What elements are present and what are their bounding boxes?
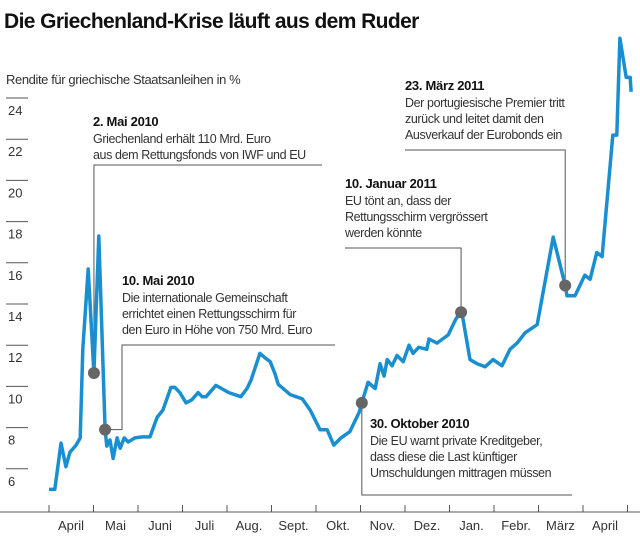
x-tick-label: Sept. xyxy=(278,518,308,533)
x-tick-label: Nov. xyxy=(370,518,396,533)
x-tick-label: März xyxy=(546,518,575,533)
annotation-leader-line xyxy=(105,344,335,431)
annotation-date: 10. Mai 2010 xyxy=(122,273,194,288)
y-tick-label: 16 xyxy=(8,268,22,283)
x-tick-label: Juni xyxy=(148,518,172,533)
series-line-rendite xyxy=(49,36,633,492)
chart-title: Die Griechenland-Krise läuft aus dem Rud… xyxy=(4,10,419,33)
x-tick-label: Jan. xyxy=(459,518,484,533)
y-tick-label: 18 xyxy=(8,227,22,242)
annotation-text: errichtet einen Rettungsschirm für xyxy=(122,307,296,321)
annotation-text: Die EU warnt private Kreditgeber, xyxy=(370,434,542,448)
x-tick-label: Febr. xyxy=(501,518,531,533)
x-tick-label: Mai xyxy=(105,518,126,533)
y-tick-label: 8 xyxy=(8,433,15,448)
x-tick-label: April xyxy=(592,518,618,533)
x-tick-label: Juli xyxy=(195,518,215,533)
x-tick-label: Okt. xyxy=(326,518,350,533)
x-tick-label: Dez. xyxy=(414,518,441,533)
y-tick-label: 12 xyxy=(8,350,22,365)
annotation-text: Griechenland erhält 110 Mrd. Euro xyxy=(93,132,271,146)
annotation-leader-line xyxy=(345,247,462,313)
annotation-date: 23. März 2011 xyxy=(405,78,484,93)
annotation-marker xyxy=(99,423,112,436)
annotation-leader-line xyxy=(93,164,322,374)
x-tick-label: Aug. xyxy=(236,518,263,533)
annotation-marker xyxy=(559,279,572,292)
annotation-marker xyxy=(455,306,468,319)
y-tick-label: 14 xyxy=(8,309,22,324)
annotation-leader-line xyxy=(361,402,572,496)
y-tick-label: 10 xyxy=(8,391,22,406)
y-tick-label: 24 xyxy=(8,103,22,118)
annotation-date: 10. Januar 2011 xyxy=(345,176,437,191)
annotation-text: Rettungsschirm vergrössert xyxy=(345,210,488,224)
y-tick-label: 22 xyxy=(8,144,22,159)
y-tick-label: 6 xyxy=(8,474,15,489)
annotation-date: 30. Oktober 2010 xyxy=(370,416,469,431)
annotation-text: dass diese die Last künftiger xyxy=(370,450,517,464)
y-tick-label: 20 xyxy=(8,185,22,200)
annotation-marker xyxy=(87,367,100,380)
annotation-text: aus dem Rettungsfonds von IWF und EU xyxy=(93,148,306,162)
annotation-text: werden könnte xyxy=(344,226,422,240)
x-tick-label: April xyxy=(58,518,84,533)
annotation-marker xyxy=(355,396,368,409)
annotation-text: Umschuldungen mittragen müssen xyxy=(370,466,552,480)
annotation-text: EU tönt an, dass der xyxy=(345,194,451,208)
annotation-text: zurück und leitet damit den xyxy=(405,112,544,126)
annotation-text: Ausverkauf der Eurobonds ein xyxy=(405,128,562,142)
annotation-leader-line xyxy=(405,149,566,286)
annotation-text: Die internationale Gemeinschaft xyxy=(122,291,288,305)
annotation-text: den Euro in Höhe von 750 Mrd. Euro xyxy=(122,323,312,337)
annotation-text: Der portugiesische Premier tritt xyxy=(405,96,565,110)
y-axis-label: Rendite für griechische Staatsanleihen i… xyxy=(6,72,241,87)
annotation-date: 2. Mai 2010 xyxy=(93,114,158,129)
